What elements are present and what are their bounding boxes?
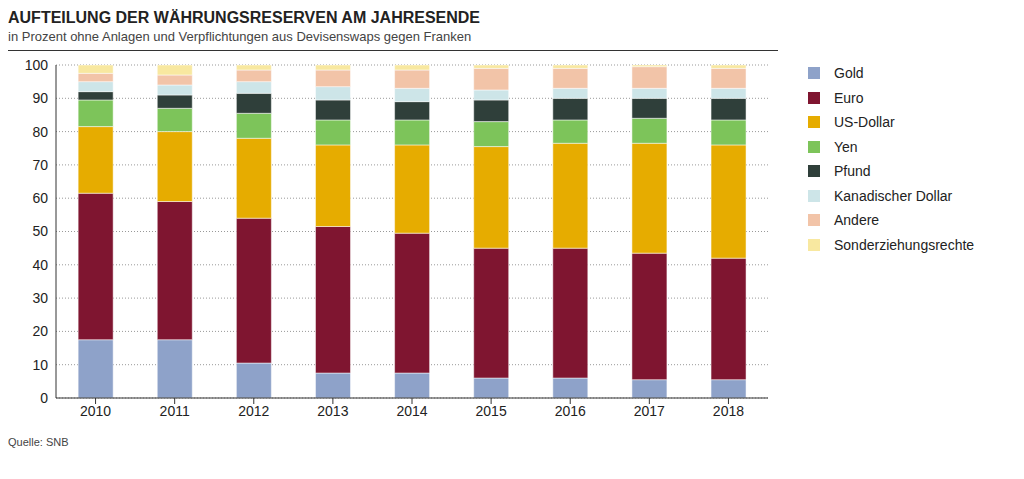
svg-text:2012: 2012 (238, 403, 269, 419)
html-text:Yen: Yen (834, 138, 858, 155)
svg-text:40: 40 (32, 257, 48, 273)
svg-text:50: 50 (32, 223, 48, 239)
svg-text:2010: 2010 (80, 403, 111, 419)
html-text:Sonderziehungsrechte: Sonderziehungsrechte (834, 236, 975, 253)
svg-text:100: 100 (25, 57, 49, 73)
svg-text:80: 80 (32, 124, 48, 140)
html-text:AUFTEILUNG DER WÄHRUNGSRESERVE: AUFTEILUNG DER WÄHRUNGSRESERVEN AM JAHRE… (8, 9, 480, 26)
svg-text:10: 10 (32, 357, 48, 373)
svg-text:2018: 2018 (713, 403, 744, 419)
svg-text:0: 0 (40, 390, 48, 406)
svg-text:60: 60 (32, 190, 48, 206)
html-text:Kanadischer Dollar: Kanadischer Dollar (834, 187, 953, 204)
html-text:US-Dollar: US-Dollar (834, 114, 895, 131)
svg-text:2014: 2014 (396, 403, 427, 419)
svg-text:2013: 2013 (317, 403, 348, 419)
html-text:in Prozent ohne Anlagen und Ve: in Prozent ohne Anlagen und Verpflichtun… (8, 29, 472, 44)
svg-text:30: 30 (32, 290, 48, 306)
svg-text:2017: 2017 (634, 403, 665, 419)
html-text:Euro: Euro (834, 89, 864, 106)
html-text:Gold: Gold (834, 65, 864, 82)
html-text:Quelle: SNB: Quelle: SNB (8, 436, 69, 448)
svg-text:20: 20 (32, 323, 48, 339)
svg-text:70: 70 (32, 157, 48, 173)
html-text:Pfund: Pfund (834, 163, 871, 180)
svg-text:2011: 2011 (160, 403, 190, 419)
svg-text:2016: 2016 (555, 403, 586, 419)
svg-text:90: 90 (32, 90, 48, 106)
html-text:Andere: Andere (834, 212, 880, 229)
svg-text:2015: 2015 (476, 403, 507, 419)
